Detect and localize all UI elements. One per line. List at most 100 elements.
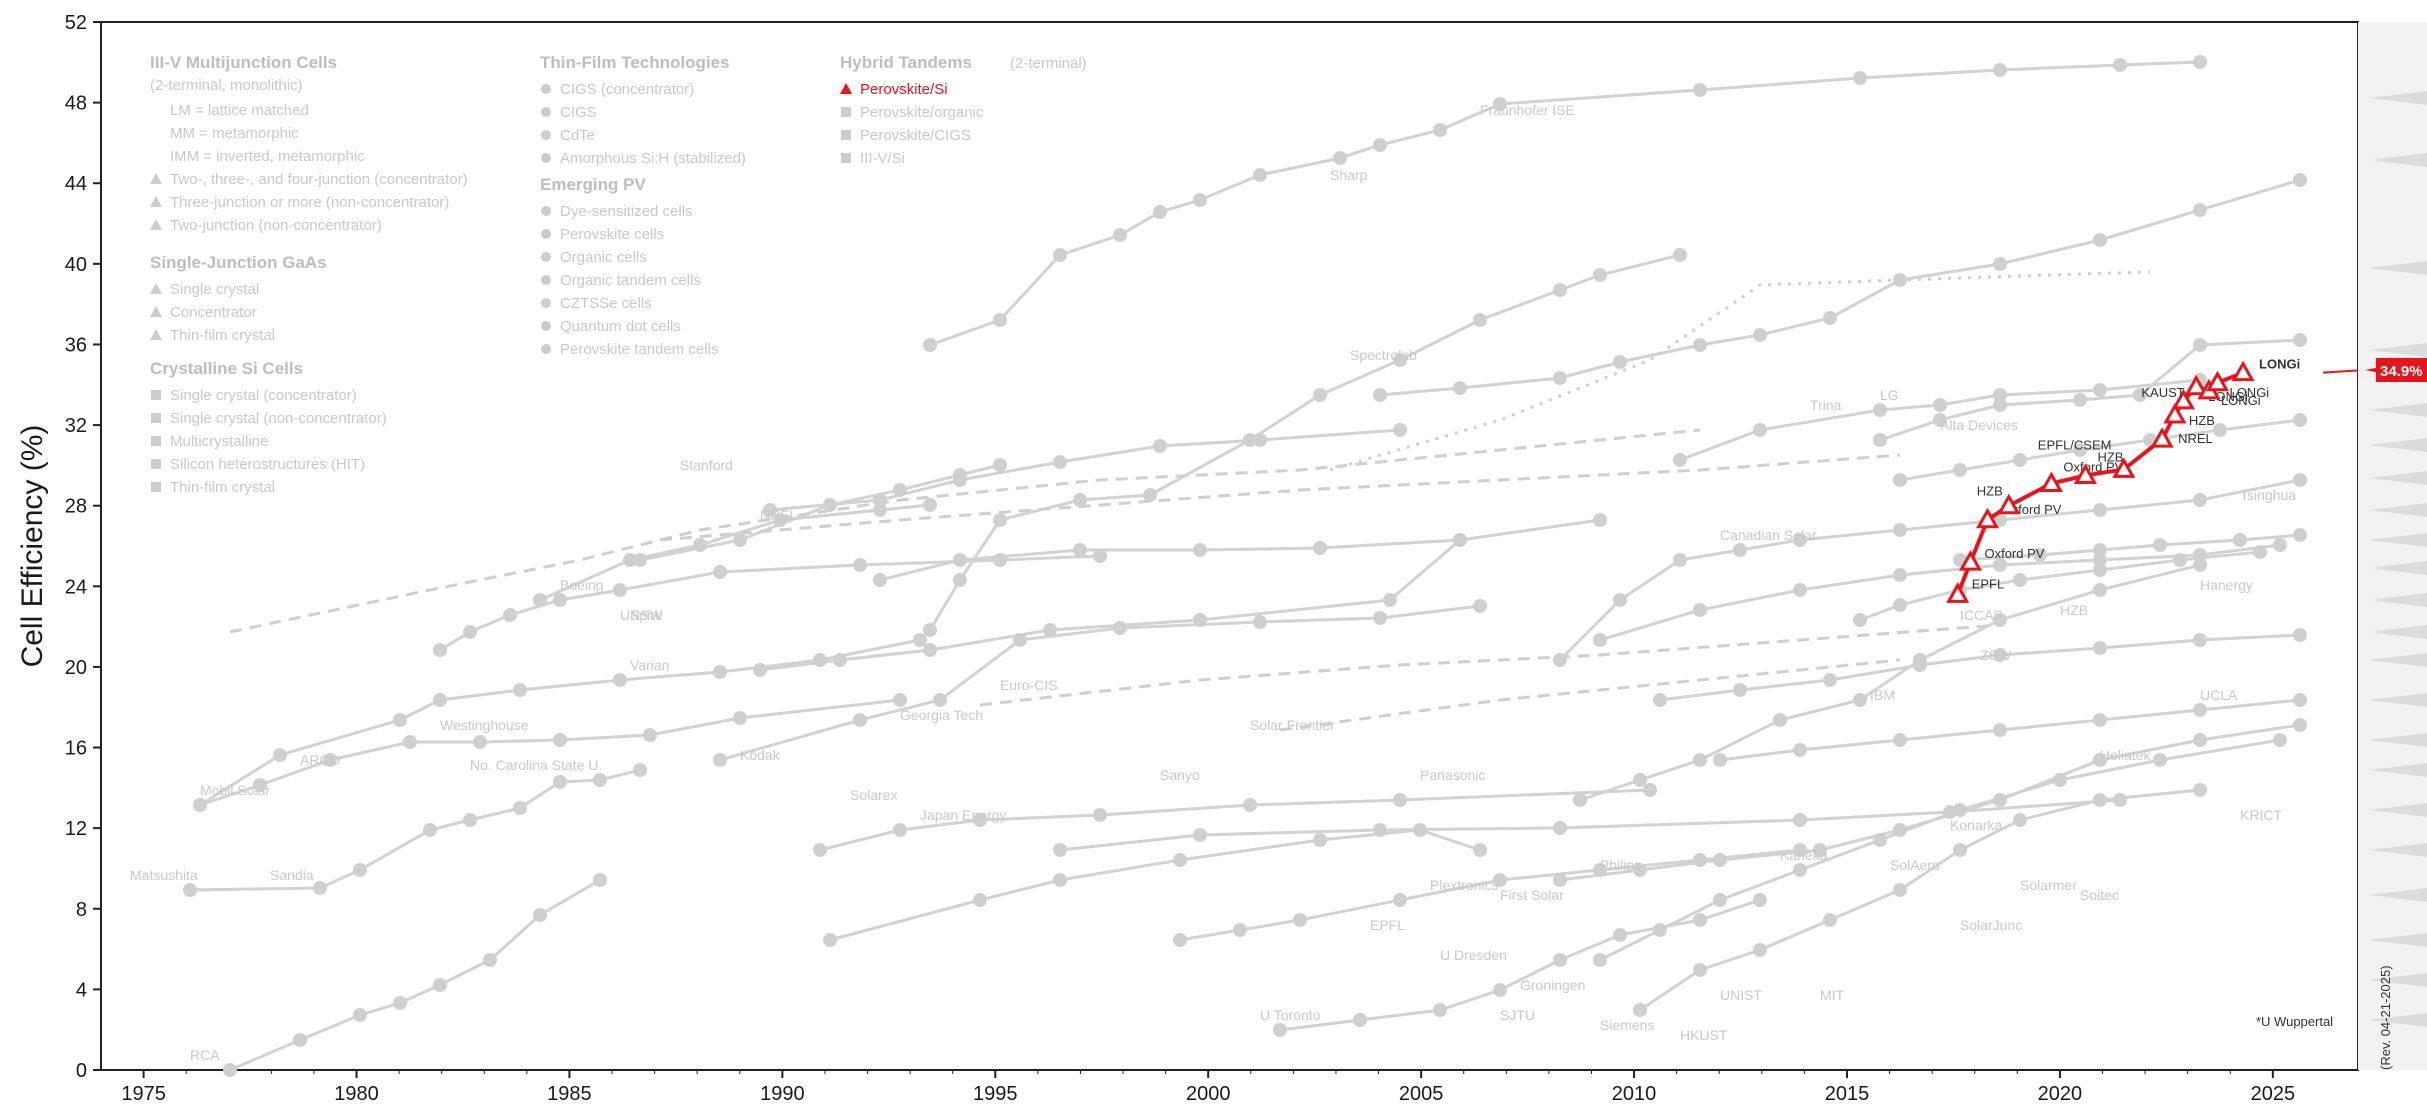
legend: III-V Multijunction Cells (2-terminal, m… (150, 53, 1087, 496)
background-marker (1353, 1013, 1367, 1027)
background-marker (1613, 928, 1627, 942)
background-marker (1853, 693, 1867, 707)
legend-item: MM = metamorphic (170, 125, 299, 142)
background-marker (1253, 168, 1267, 182)
legend-marker (541, 153, 551, 163)
background-marker (1793, 813, 1807, 827)
grey-data-label: Plextronics (1430, 877, 1498, 893)
background-marker (1893, 823, 1907, 837)
background-marker (1393, 793, 1407, 807)
background-marker (1793, 533, 1807, 547)
grey-data-label: U Toronto (1260, 1007, 1321, 1023)
background-marker (2213, 423, 2227, 437)
background-dashed-lines (229, 428, 2001, 732)
grey-data-label: Hanergy (2200, 577, 2253, 593)
background-marker (873, 503, 887, 517)
background-marker (933, 693, 947, 707)
grey-data-label: KRICT (2240, 807, 2282, 823)
background-marker (2193, 703, 2207, 717)
background-marker (1773, 713, 1787, 727)
background-marker (633, 553, 647, 567)
background-marker (1853, 71, 1867, 85)
background-marker (503, 608, 517, 622)
grey-data-label: Panasonic (1420, 767, 1485, 783)
grey-data-label: Groningen (1520, 977, 1585, 993)
perovskite-si-label: LONGi (2259, 357, 2300, 372)
background-marker (993, 553, 1007, 567)
legend-item: Two-, three-, and four-junction (concent… (170, 171, 468, 188)
background-marker (1553, 953, 1567, 967)
background-marker (553, 733, 567, 747)
background-marker (1893, 473, 1907, 487)
background-marker (1953, 463, 1967, 477)
background-marker (1593, 953, 1607, 967)
background-marker (1413, 823, 1427, 837)
legend-tf-items: CIGS (concentrator) CIGS CdTe Amorphous Si:… (541, 81, 746, 167)
background-marker (2293, 718, 2307, 732)
y-axis-label: Cell Efficiency (%) (16, 425, 49, 668)
background-marker (2093, 233, 2107, 247)
perovskite-si-point (2039, 471, 2063, 493)
legend-marker (150, 283, 162, 294)
background-marker (533, 908, 547, 922)
background-marker (323, 753, 337, 767)
background-marker (1273, 1023, 1287, 1037)
legend-si-items: Single crystal (concentrator) Single crys… (151, 387, 387, 496)
background-marker (613, 583, 627, 597)
background-marker (1553, 653, 1567, 667)
background-marker (1613, 593, 1627, 607)
x-tick-label: 2025 (2251, 1083, 2296, 1105)
grey-data-label: Tsinghua (2240, 487, 2296, 503)
background-marker (1393, 423, 1407, 437)
grey-data-label: Heliatek (2100, 747, 2152, 763)
background-marker (773, 513, 787, 527)
background-marker (833, 653, 847, 667)
background-marker (1453, 533, 1467, 547)
legend-item: Three-junction or more (non-concentrator… (170, 194, 449, 211)
background-marker (1993, 723, 2007, 737)
background-marker (1313, 541, 1327, 555)
background-marker (2033, 548, 2047, 562)
grey-data-label: Solarmer (2020, 877, 2077, 893)
background-marker (1993, 613, 2007, 627)
background-marker (1753, 423, 1767, 437)
perovskite-si-label: NREL (2178, 431, 2213, 446)
legend-hy-items: Perovskite/Si Perovskite/organic Perovskit… (840, 81, 984, 167)
legend-marker (841, 107, 851, 117)
background-marker (1013, 633, 1027, 647)
background-marker (1043, 623, 1057, 637)
legend-item: Perovskite/Si (860, 81, 948, 98)
legend-marker (841, 153, 851, 163)
background-marker (393, 713, 407, 727)
background-marker (693, 538, 707, 552)
background-marker (893, 823, 907, 837)
background-marker (1793, 843, 1807, 857)
grey-data-label: ICCAS (1960, 607, 2003, 623)
background-marker (1473, 843, 1487, 857)
background-marker (1553, 283, 1567, 297)
flag-stripe (2368, 733, 2427, 747)
legend-item: IMM = inverted, metamorphic (170, 148, 365, 165)
background-marker (2233, 533, 2247, 547)
y-tick-label: 28 (65, 496, 87, 518)
background-marker (1433, 123, 1447, 137)
background-marker (2293, 693, 2307, 707)
background-marker (1693, 83, 1707, 97)
background-marker (1993, 793, 2007, 807)
grey-data-label: Soitec (2080, 887, 2119, 903)
background-marker (2193, 783, 2207, 797)
background-marker (713, 753, 727, 767)
legend-marker (151, 482, 161, 492)
grey-data-label: Boeing (560, 577, 604, 593)
revision-label: (Rev. 04-21-2025) (2378, 965, 2393, 1070)
background-marker (1693, 603, 1707, 617)
background-marker (353, 1008, 367, 1022)
background-marker (1873, 433, 1887, 447)
background-marker (593, 773, 607, 787)
background-marker (913, 633, 927, 647)
legend-marker (150, 173, 162, 184)
background-marker (2013, 453, 2027, 467)
background-marker (1673, 248, 1687, 262)
grey-data-label: Varian (630, 657, 669, 673)
legend-marker (541, 206, 551, 216)
